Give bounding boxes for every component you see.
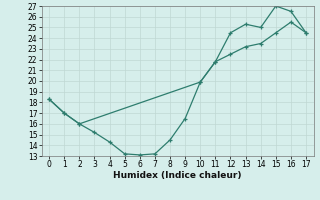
X-axis label: Humidex (Indice chaleur): Humidex (Indice chaleur) xyxy=(113,171,242,180)
